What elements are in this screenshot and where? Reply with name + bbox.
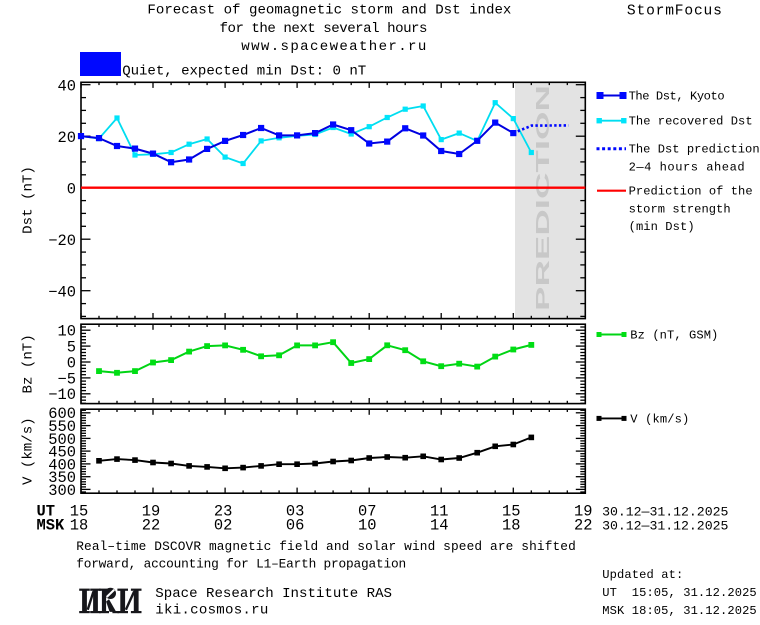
svg-text:MSK: MSK [37,517,65,535]
svg-text:UT: UT [37,503,55,521]
svg-text:03: 03 [286,503,304,521]
svg-text:UT 15:05, 31.12.2025: UT 15:05, 31.12.2025 [602,586,756,600]
svg-text:400: 400 [48,456,76,474]
svg-text:0: 0 [67,180,76,198]
svg-text:(min Dst): (min Dst) [629,220,695,234]
svg-text:forward, accounting for L1–Ear: forward, accounting for L1–Earth propaga… [76,557,406,572]
svg-text:The Dst prediction: The Dst prediction [629,143,760,157]
svg-text:−40: −40 [48,283,76,301]
svg-text:Quiet, expected min Dst: 0 nT: Quiet, expected min Dst: 0 nT [122,64,366,80]
svg-text:02: 02 [214,517,232,535]
svg-text:Updated at:: Updated at: [602,568,683,582]
svg-text:18: 18 [502,517,520,535]
svg-text:19: 19 [574,503,592,521]
svg-text:V (km/s): V (km/s) [630,412,689,426]
svg-text:15: 15 [502,503,520,521]
svg-text:The Dst, Kyoto: The Dst, Kyoto [629,90,725,104]
svg-text:23: 23 [214,503,232,521]
svg-text:350: 350 [48,469,76,487]
svg-text:Bz (nT): Bz (nT) [21,334,37,393]
svg-text:07: 07 [358,503,376,521]
svg-text:10: 10 [58,323,76,341]
svg-text:Forecast of geomagnetic storm: Forecast of geomagnetic storm and Dst in… [147,3,511,19]
svg-text:storm strength: storm strength [629,202,731,216]
svg-text:2—4 hours ahead: 2—4 hours ahead [629,160,745,174]
svg-text:14: 14 [430,517,448,535]
svg-text:22: 22 [574,517,592,535]
svg-text:Space Research Institute RAS: Space Research Institute RAS [155,586,392,602]
svg-text:22: 22 [142,517,160,535]
svg-text:18: 18 [70,517,88,535]
svg-text:−20: −20 [48,232,76,250]
svg-text:The recovered Dst: The recovered Dst [629,115,753,129]
svg-text:30.12—31.12.2025: 30.12—31.12.2025 [602,505,728,520]
svg-text:600: 600 [48,405,76,423]
svg-text:15: 15 [70,503,88,521]
svg-text:550: 550 [48,418,76,436]
svg-text:10: 10 [358,517,376,535]
svg-text:PREDICTION: PREDICTION [533,85,553,311]
svg-text:5: 5 [67,339,76,357]
svg-text:Prediction of the: Prediction of the [629,185,753,199]
svg-text:300: 300 [48,482,76,500]
svg-text:450: 450 [48,444,76,462]
svg-text:500: 500 [48,431,76,449]
svg-text:www.spaceweather.ru: www.spaceweather.ru [241,39,426,55]
svg-text:Real–time DSCOVR magnetic fiel: Real–time DSCOVR magnetic field and sola… [76,539,576,554]
svg-text:MSK 18:05, 31.12.2025: MSK 18:05, 31.12.2025 [602,604,756,618]
svg-text:11: 11 [430,503,448,521]
svg-text:20: 20 [58,129,76,147]
svg-text:30.12—31.12.2025: 30.12—31.12.2025 [602,519,728,534]
svg-text:iki.cosmos.ru: iki.cosmos.ru [155,603,268,619]
svg-text:40: 40 [58,77,76,95]
svg-text:0: 0 [67,354,76,372]
svg-text:−5: −5 [58,370,76,388]
svg-text:Dst (nT): Dst (nT) [21,166,37,234]
svg-text:−10: −10 [48,386,76,404]
svg-text:06: 06 [286,517,304,535]
svg-text:V (km/s): V (km/s) [21,417,37,485]
svg-text:StormFocus: StormFocus [627,4,722,20]
svg-text:Bz (nT, GSM): Bz (nT, GSM) [630,329,718,343]
svg-text:for the next several hours: for the next several hours [220,21,428,37]
svg-text:19: 19 [142,503,160,521]
